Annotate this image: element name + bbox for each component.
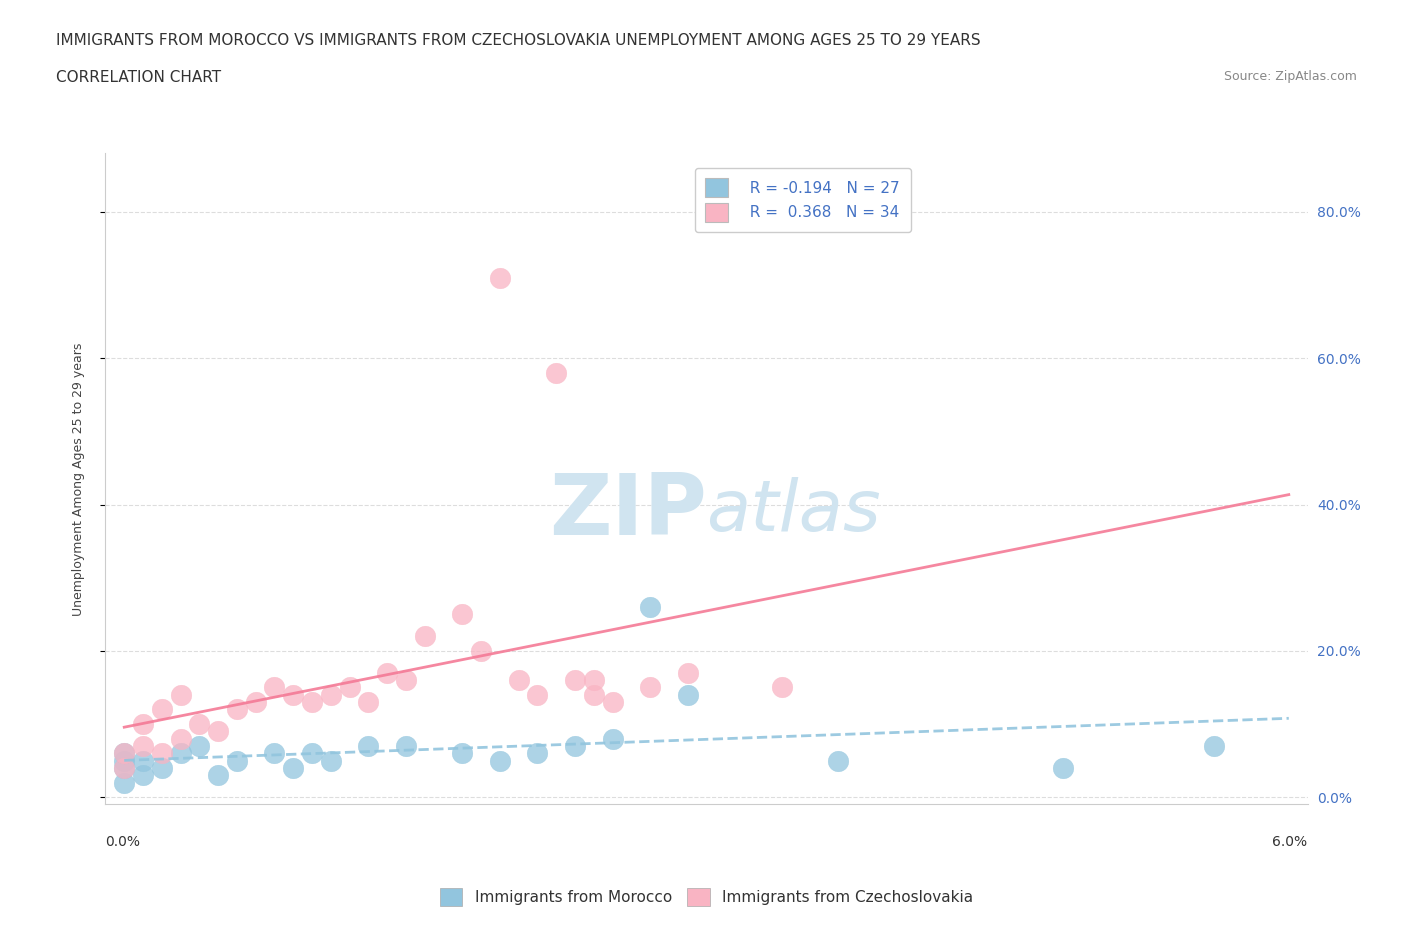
Point — [1202, 738, 1225, 753]
Point — [263, 746, 285, 761]
Point — [470, 644, 492, 658]
Point — [526, 746, 548, 761]
Point — [375, 665, 398, 680]
Point — [301, 695, 323, 710]
Point — [638, 680, 661, 695]
Point — [602, 695, 624, 710]
Point — [245, 695, 267, 710]
Text: IMMIGRANTS FROM MOROCCO VS IMMIGRANTS FROM CZECHOSLOVAKIA UNEMPLOYMENT AMONG AGE: IMMIGRANTS FROM MOROCCO VS IMMIGRANTS FR… — [56, 33, 981, 47]
Point — [226, 753, 249, 768]
Point — [112, 761, 135, 776]
Point — [207, 768, 229, 783]
Point — [676, 665, 699, 680]
Point — [112, 746, 135, 761]
Point — [319, 753, 342, 768]
Point — [150, 746, 173, 761]
Point — [489, 753, 512, 768]
Point — [132, 738, 155, 753]
Point — [413, 629, 436, 644]
Point — [132, 753, 155, 768]
Point — [150, 761, 173, 776]
Point — [188, 716, 211, 731]
Point — [169, 746, 191, 761]
Point — [188, 738, 211, 753]
Point — [676, 687, 699, 702]
Point — [395, 672, 418, 687]
Point — [301, 746, 323, 761]
Point — [283, 761, 305, 776]
Point — [112, 746, 135, 761]
Point — [582, 672, 605, 687]
Text: Source: ZipAtlas.com: Source: ZipAtlas.com — [1223, 70, 1357, 83]
Point — [770, 680, 793, 695]
Point — [564, 738, 586, 753]
Point — [546, 365, 568, 380]
Point — [451, 746, 474, 761]
Point — [357, 695, 380, 710]
Point — [638, 600, 661, 615]
Point — [357, 738, 380, 753]
Point — [508, 672, 530, 687]
Point — [112, 775, 135, 790]
Point — [451, 607, 474, 622]
Point — [169, 731, 191, 746]
Point — [1052, 761, 1074, 776]
Point — [112, 761, 135, 776]
Point — [132, 716, 155, 731]
Point — [827, 753, 849, 768]
Point — [339, 680, 361, 695]
Point — [319, 687, 342, 702]
Legend:   R = -0.194   N = 27,   R =  0.368   N = 34: R = -0.194 N = 27, R = 0.368 N = 34 — [695, 167, 911, 232]
Y-axis label: Unemployment Among Ages 25 to 29 years: Unemployment Among Ages 25 to 29 years — [72, 342, 84, 616]
Point — [395, 738, 418, 753]
Point — [207, 724, 229, 738]
Point — [602, 731, 624, 746]
Text: CORRELATION CHART: CORRELATION CHART — [56, 70, 221, 85]
Point — [169, 687, 191, 702]
Point — [226, 702, 249, 717]
Point — [150, 702, 173, 717]
Point — [582, 687, 605, 702]
Point — [564, 672, 586, 687]
Point — [489, 271, 512, 286]
Text: 6.0%: 6.0% — [1272, 834, 1308, 849]
Point — [263, 680, 285, 695]
Point — [112, 753, 135, 768]
Point — [526, 687, 548, 702]
Point — [283, 687, 305, 702]
Text: atlas: atlas — [707, 477, 882, 546]
Point — [132, 768, 155, 783]
Text: 0.0%: 0.0% — [105, 834, 141, 849]
Text: ZIP: ZIP — [548, 470, 707, 553]
